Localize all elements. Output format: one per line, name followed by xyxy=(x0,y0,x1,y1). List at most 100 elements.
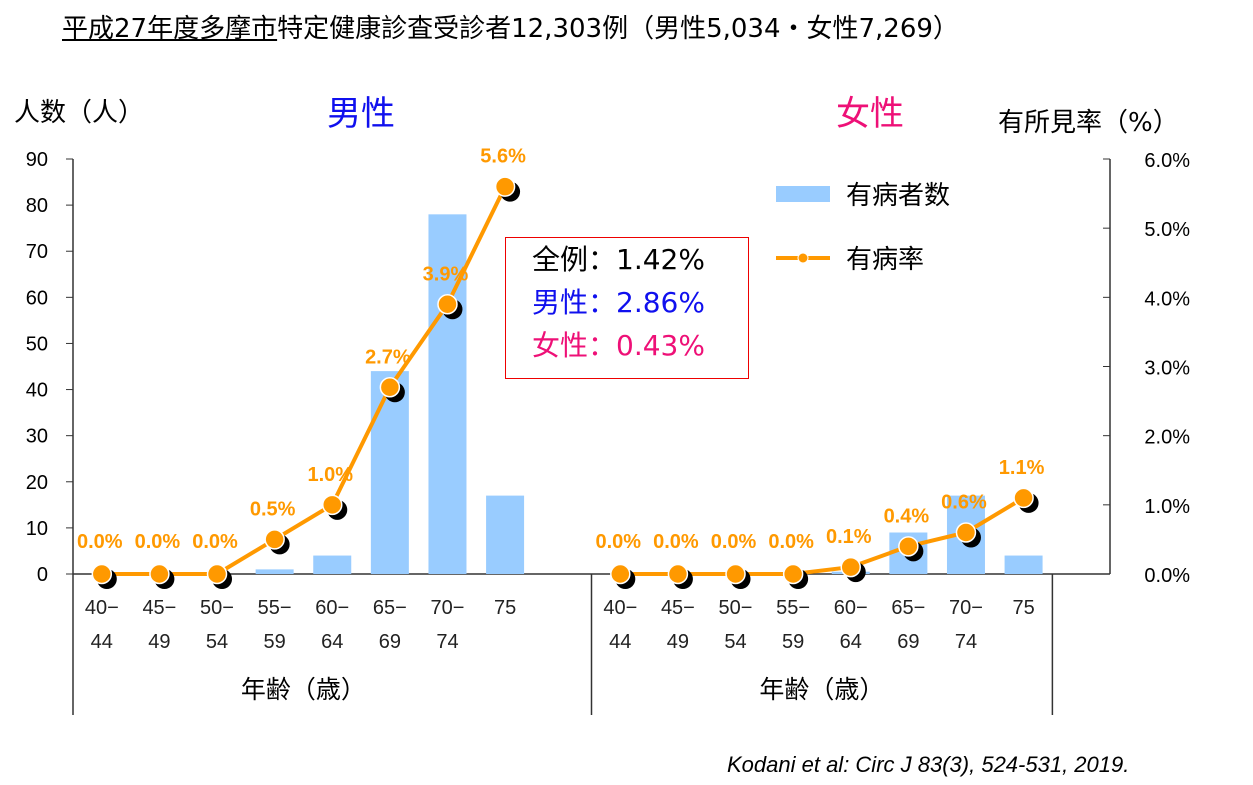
x-tick-label: 74 xyxy=(955,631,977,653)
x-tick-label: 64 xyxy=(840,631,862,653)
y2-tick-label: 4.0% xyxy=(1144,288,1190,310)
rate-label: 0.0% xyxy=(768,531,814,553)
rate-point xyxy=(322,494,343,516)
title-location: 平成27年度多摩市 xyxy=(62,14,278,44)
bar xyxy=(255,569,294,574)
x-tick-label: 65− xyxy=(891,597,925,619)
x-tick-label: 45− xyxy=(142,597,176,619)
x-tick-label: 74 xyxy=(436,631,458,653)
bar xyxy=(313,555,352,574)
left-axis-label: 人数（人） xyxy=(14,98,145,128)
x-tick-label: 45− xyxy=(661,597,695,619)
rate-point xyxy=(840,556,861,578)
rate-label: 3.9% xyxy=(423,263,469,285)
male-heading: 男性 xyxy=(327,94,395,134)
rate-point xyxy=(437,294,458,315)
y2-tick-label: 0.0% xyxy=(1144,565,1190,587)
y-tick-label: 10 xyxy=(26,518,48,540)
x-tick-label: 75 xyxy=(494,597,516,619)
x-tick-label: 55− xyxy=(258,597,292,619)
x-tick-label: 69 xyxy=(897,631,919,653)
female-heading: 女性 xyxy=(836,94,904,134)
bar xyxy=(1004,555,1043,574)
summary-male: 男性：2.86% xyxy=(532,286,705,319)
x-tick-label: 60− xyxy=(834,597,868,619)
x-tick-label: 59 xyxy=(782,631,804,653)
x-tick-label: 70− xyxy=(431,597,465,619)
y2-tick-label: 5.0% xyxy=(1144,219,1190,241)
rate-point xyxy=(610,563,631,585)
rate-label: 0.0% xyxy=(711,531,757,553)
rate-point xyxy=(264,529,285,550)
legend-line-marker xyxy=(797,252,809,264)
x-axis-label: 年齢（歳） xyxy=(241,676,366,704)
y2-tick-label: 2.0% xyxy=(1144,427,1190,449)
x-tick-label: 49 xyxy=(667,631,689,653)
rate-label: 0.5% xyxy=(250,498,296,520)
x-tick-label: 40− xyxy=(85,597,119,619)
x-tick-label: 65− xyxy=(373,597,407,619)
legend-line-label: 有病率 xyxy=(846,244,924,274)
rate-point xyxy=(494,176,516,197)
x-tick-label: 70− xyxy=(949,597,983,619)
rate-point xyxy=(955,522,977,543)
rate-point xyxy=(898,536,919,557)
rate-label: 1.1% xyxy=(999,457,1045,479)
rate-label: 0.0% xyxy=(135,531,181,553)
summary-all: 全例：1.42% xyxy=(532,243,705,276)
bar xyxy=(370,371,409,574)
rate-label: 0.0% xyxy=(77,531,123,553)
y-tick-label: 70 xyxy=(26,241,48,263)
rate-point xyxy=(1013,487,1034,509)
rate-label: 0.4% xyxy=(884,505,930,527)
y-tick-label: 30 xyxy=(26,426,48,448)
x-tick-label: 75 xyxy=(1012,597,1034,619)
x-tick-label: 59 xyxy=(264,631,286,653)
x-tick-label: 40− xyxy=(603,597,637,619)
rate-point xyxy=(725,563,746,585)
x-tick-label: 49 xyxy=(148,631,170,653)
legend-bar-label: 有病者数 xyxy=(846,180,950,210)
chart-title: 平成27年度多摩市特定健康診査受診者12,303例（男性5,034・女性7,26… xyxy=(62,8,959,45)
title-detail: 特定健康診査受診者12,303例（男性5,034・女性7,269） xyxy=(277,14,959,44)
rate-label: 0.6% xyxy=(941,492,987,514)
legend-bar-swatch xyxy=(776,186,830,202)
rate-label: 0.1% xyxy=(826,526,872,548)
rate-label: 0.0% xyxy=(653,531,699,553)
rate-point xyxy=(782,563,804,585)
bar xyxy=(486,495,525,574)
rate-point xyxy=(667,563,689,585)
rate-point xyxy=(91,563,113,585)
citation: Kodani et al: Circ J 83(3), 524-531, 201… xyxy=(727,752,1130,777)
rate-label: 2.7% xyxy=(365,346,411,368)
y-tick-label: 60 xyxy=(26,287,48,309)
y-tick-label: 90 xyxy=(26,149,48,171)
x-tick-label: 44 xyxy=(91,631,113,653)
x-tick-label: 69 xyxy=(379,631,401,653)
rate-label: 1.0% xyxy=(307,464,353,486)
x-tick-label: 64 xyxy=(321,631,343,653)
y-tick-label: 50 xyxy=(26,333,48,355)
y-tick-label: 0 xyxy=(37,564,48,586)
x-axis-label: 年齢（歳） xyxy=(759,676,884,704)
x-tick-label: 54 xyxy=(724,631,746,653)
y2-tick-label: 3.0% xyxy=(1144,358,1190,380)
x-tick-label: 54 xyxy=(206,631,228,653)
rate-point xyxy=(149,563,170,585)
y-tick-label: 40 xyxy=(26,380,48,402)
x-tick-label: 44 xyxy=(609,631,631,653)
rate-label: 0.0% xyxy=(596,531,642,553)
right-axis-label: 有所見率（%） xyxy=(998,108,1179,138)
rate-label: 5.6% xyxy=(480,146,526,168)
y2-tick-label: 1.0% xyxy=(1144,496,1190,518)
summary-female: 女性：0.43% xyxy=(532,329,705,362)
summary-box: 全例：1.42% 男性：2.86% 女性：0.43% xyxy=(505,237,749,379)
x-tick-label: 60− xyxy=(315,597,349,619)
rate-point xyxy=(206,563,228,585)
x-tick-label: 50− xyxy=(719,597,753,619)
x-tick-label: 50− xyxy=(200,597,234,619)
y-tick-label: 20 xyxy=(26,472,48,494)
x-tick-label: 55− xyxy=(776,597,810,619)
